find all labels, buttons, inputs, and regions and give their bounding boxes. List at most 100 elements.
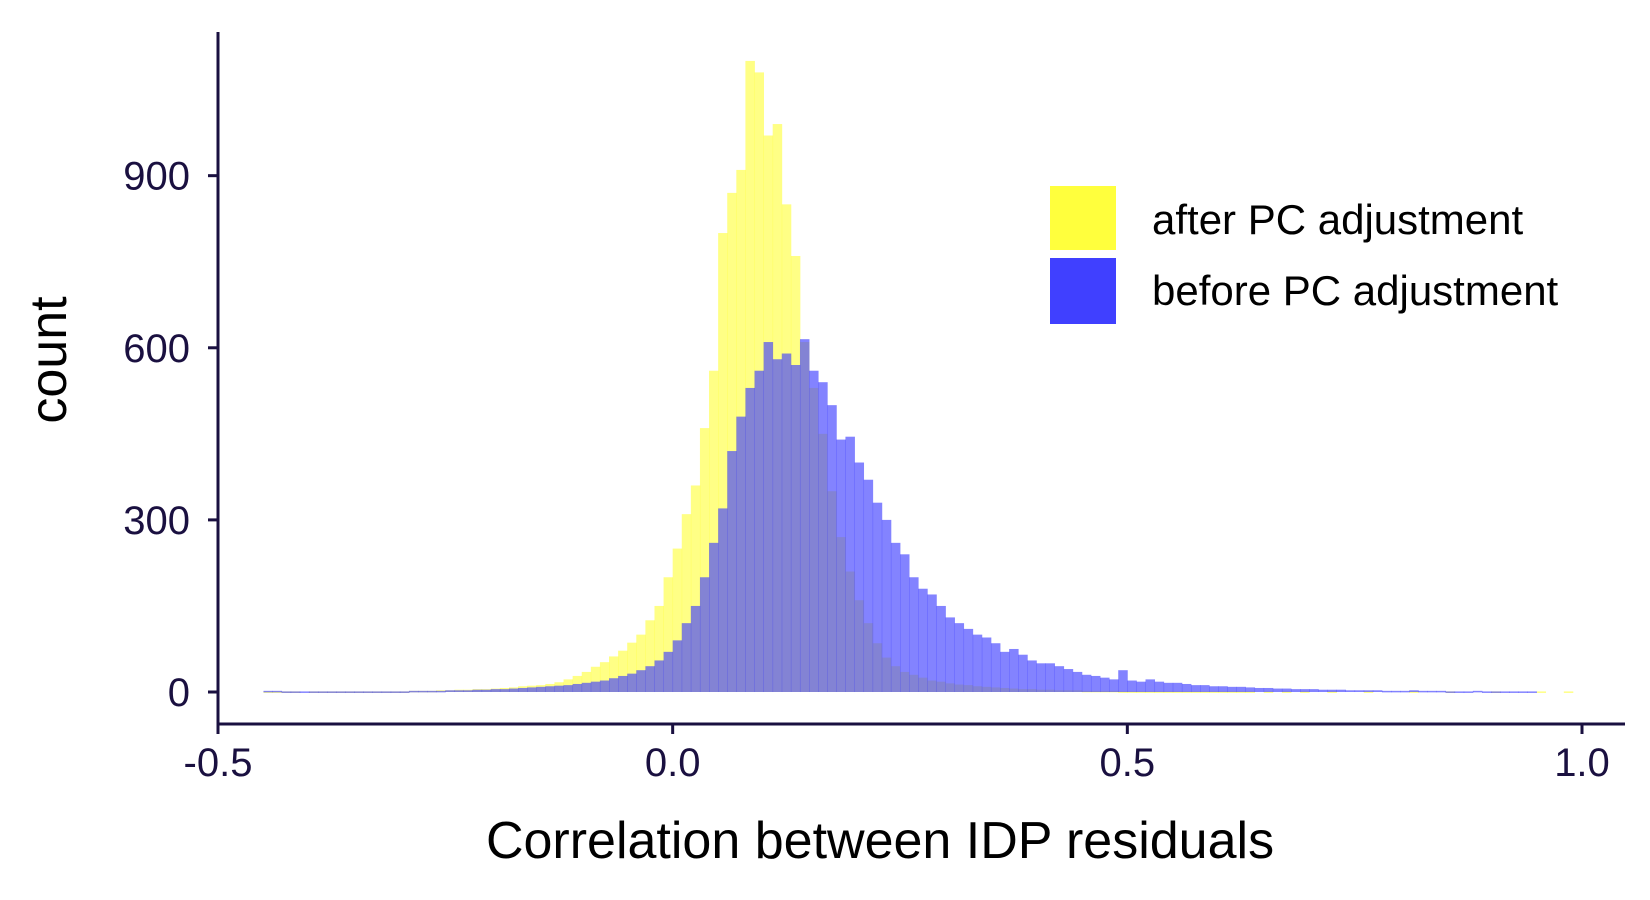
bar-before-79 [981,637,992,692]
bar-before-78 [972,634,983,692]
bar-before-105 [1218,686,1228,692]
bar-before-132 [1463,691,1474,693]
bar-before-137 [1509,691,1519,693]
bar-before-96 [1136,681,1146,692]
bar-before-118 [1336,689,1346,692]
x-tick-label-1: 0.0 [645,741,701,785]
bar-before-128 [1427,690,1437,693]
y-tick-label-1: 300 [123,499,190,543]
bar-after-44 [663,577,674,692]
bar-before-48 [699,577,710,692]
bar-before-127 [1418,690,1428,693]
bar-before-112 [1281,688,1292,692]
bar-before-88 [1063,669,1074,692]
bar-before-60 [809,370,819,692]
bar-after-40 [627,642,637,692]
bar-before-54 [754,370,764,692]
bar-before-93 [1109,679,1119,692]
bar-before-15 [399,691,410,693]
bar-after-126 [1409,691,1419,693]
bar-before-117 [1327,689,1337,692]
bar-before-27 [508,688,519,692]
bar-before-92 [1100,677,1110,692]
bar-before-39 [618,675,628,692]
bar-before-58 [790,364,801,692]
bar-before-104 [1209,686,1219,692]
bar-before-82 [1009,648,1019,692]
bar-before-40 [627,673,637,692]
bar-after-42 [645,620,655,692]
bar-before-139 [1527,691,1537,693]
bar-before-99 [1163,682,1174,692]
bar-before-65 [854,462,865,692]
bar-after-98 [1154,691,1165,693]
bar-before-124 [1391,690,1401,693]
bar-after-39 [618,650,628,692]
x-tick-label-3: 1.0 [1554,741,1610,785]
legend: after PC adjustment before PC adjustment [1050,186,1559,324]
bar-before-6 [318,691,328,693]
bar-before-32 [554,685,564,692]
bar-before-16 [408,690,419,693]
bar-before-86 [1045,663,1055,692]
legend-swatch-before [1050,258,1116,324]
bar-before-5 [308,691,319,693]
bar-after-97 [1145,691,1156,693]
bar-before-134 [1481,691,1492,693]
bar-before-56 [772,359,783,692]
bar-before-52 [736,416,746,692]
bar-before-28 [518,687,528,692]
bar-before-7 [327,691,337,693]
bar-after-108 [1245,691,1256,693]
bar-before-89 [1072,671,1083,692]
bar-before-64 [845,436,855,692]
x-tick-label-2: 0.5 [1100,741,1156,785]
bar-before-135 [1491,691,1501,693]
bar-before-72 [918,588,928,692]
bar-before-85 [1036,663,1046,692]
bar-after-43 [654,605,664,692]
bar-before-129 [1436,690,1446,693]
bar-before-130 [1445,691,1456,693]
bar-before-44 [663,651,674,692]
bar-before-106 [1227,686,1237,692]
y-axis-title: count [20,296,78,424]
bar-before-30 [536,686,546,692]
bar-before-125 [1400,690,1410,693]
axes [216,32,1625,726]
bar-after-106 [1227,691,1237,693]
bar-before-29 [527,687,537,692]
bar-before-95 [1127,680,1137,692]
bar-after-107 [1236,691,1246,693]
legend-swatch-after [1050,186,1116,250]
bar-after-36 [590,666,601,692]
bar-before-22 [463,690,474,692]
bar-after-140 [1536,691,1547,693]
bar-before-13 [381,691,392,693]
bar-before-68 [881,519,892,692]
bar-before-97 [1145,679,1156,692]
bar-before-49 [709,542,719,692]
x-axis-ticks: -0.5 0.0 0.5 1.0 [184,724,1610,785]
bar-after-105 [1218,691,1228,693]
bar-before-41 [636,670,646,692]
bar-after-114 [1300,691,1310,693]
y-tick-label-2: 600 [123,327,190,371]
bar-after-121 [1363,691,1374,693]
bar-before-120 [1354,690,1365,692]
bar-before-70 [900,554,910,692]
bar-before-36 [590,681,601,692]
bar-after-102 [1190,691,1201,693]
bar-before-90 [1081,674,1092,692]
bar-after-47 [690,485,701,692]
bar-before-14 [390,691,401,693]
bar-after-112 [1281,691,1292,693]
bar-before-116 [1318,689,1328,692]
bar-before-74 [936,605,946,692]
legend-label-after: after PC adjustment [1152,196,1524,243]
x-axis-title: Correlation between IDP residuals [486,812,1274,870]
bar-before-10 [354,691,364,693]
bar-before-103 [1200,685,1210,692]
y-tick-label-0: 0 [168,671,190,715]
